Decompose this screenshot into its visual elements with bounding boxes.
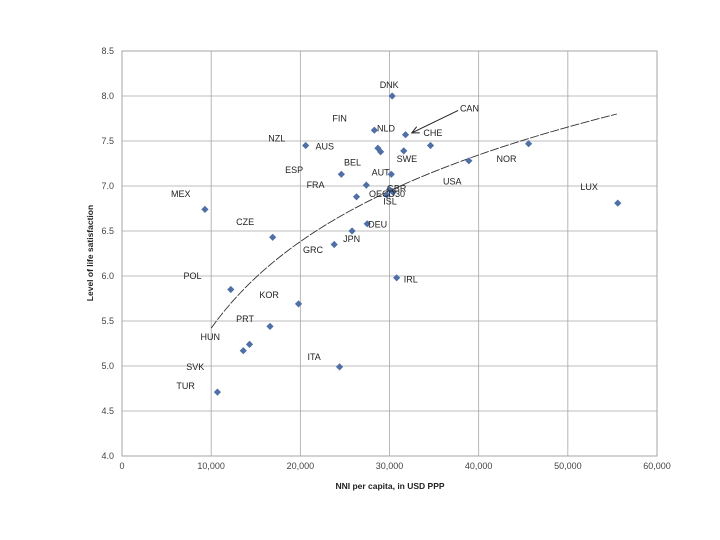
point-label-che: CHE <box>423 128 442 138</box>
point-bel <box>337 170 345 178</box>
point-tur <box>213 388 222 396</box>
y-axis-title: Level of life satisfaction <box>85 205 95 301</box>
point-label-fin: FIN <box>332 114 347 124</box>
point-mex <box>201 205 209 213</box>
point-lux <box>614 199 622 207</box>
point-label-prt: PRT <box>236 314 254 324</box>
point-label-grc: GRC <box>303 245 324 255</box>
x-tick-label: 30,000 <box>376 461 404 471</box>
point-label-nzl: NZL <box>268 133 285 143</box>
x-tick-label: 0 <box>119 461 124 471</box>
point-labels: DNK CAN FIN NLD CHE NZL AUS SWE NOR BEL ESP AUT USA F… <box>171 80 598 391</box>
point-label-ita: ITA <box>307 352 320 362</box>
point-fra <box>352 193 361 201</box>
point-label-nld: NLD <box>377 123 396 133</box>
point-jpn <box>348 227 356 235</box>
point-label-isl: ISL <box>383 196 397 206</box>
point-can <box>401 131 410 139</box>
y-axis-tick-labels: 4.0 4.5 5.0 5.5 6.0 6.5 7.0 7.5 8.0 8.5 <box>101 46 114 461</box>
point-esp <box>362 181 370 189</box>
point-label-jpn: JPN <box>343 234 360 244</box>
point-label-deu: DEU <box>368 220 387 230</box>
point-label-bel: BEL <box>344 158 361 168</box>
y-tick-label: 5.0 <box>101 361 114 371</box>
point-hun <box>245 340 254 348</box>
point-fin <box>370 126 378 134</box>
point-label-can: CAN <box>460 104 479 114</box>
trendline <box>210 113 617 329</box>
point-irl <box>393 274 401 282</box>
point-nzl <box>302 141 310 150</box>
x-tick-label: 40,000 <box>465 461 493 471</box>
point-usa <box>465 157 473 165</box>
point-label-usa: USA <box>443 177 462 187</box>
y-tick-label: 4.5 <box>101 406 114 416</box>
y-tick-label: 6.5 <box>101 226 114 236</box>
point-ita <box>335 363 344 371</box>
point-kor <box>294 300 303 308</box>
point-label-swe: SWE <box>397 154 418 164</box>
point-label-lux: LUX <box>580 182 598 192</box>
point-label-fra: FRA <box>307 180 325 190</box>
point-aus <box>376 148 385 156</box>
point-label-oecd30: OECD30 <box>369 189 405 199</box>
y-tick-label: 6.0 <box>101 271 114 281</box>
point-label-kor: KOR <box>259 290 279 300</box>
point-label-cze: CZE <box>236 217 254 227</box>
x-tick-label: 10,000 <box>197 461 225 471</box>
point-label-pol: POL <box>184 271 202 281</box>
point-label-irl: IRL <box>404 275 418 285</box>
point-label-aut: AUT <box>372 168 391 178</box>
point-label-gbr: GBR <box>387 184 407 194</box>
point-label-mex: MEX <box>171 189 191 199</box>
y-tick-label: 7.0 <box>101 181 114 191</box>
point-oecd30 <box>383 191 391 199</box>
y-tick-label: 7.5 <box>101 136 114 146</box>
point-label-svk: SVK <box>186 362 204 372</box>
point-grc <box>330 240 338 249</box>
x-axis-title: NNI per capita, in USD PPP <box>335 481 444 491</box>
point-label-nor: NOR <box>497 154 518 164</box>
y-tick-label: 5.5 <box>101 316 114 326</box>
point-svk <box>239 347 247 355</box>
point-label-hun: HUN <box>200 332 220 342</box>
x-tick-label: 50,000 <box>554 461 582 471</box>
point-nor <box>525 140 533 148</box>
point-cze <box>269 233 277 241</box>
y-tick-label: 4.0 <box>101 451 114 461</box>
data-points <box>201 92 622 396</box>
point-prt <box>266 322 274 330</box>
annotation-arrow <box>411 109 459 134</box>
vertical-gridlines <box>121 51 658 456</box>
x-tick-label: 60,000 <box>643 461 671 471</box>
y-tick-label: 8.5 <box>101 46 114 56</box>
point-label-aus: AUS <box>315 141 334 151</box>
point-isl <box>389 188 397 196</box>
point-label-esp: ESP <box>285 165 303 175</box>
point-dnk <box>388 92 396 100</box>
y-tick-label: 8.0 <box>101 91 114 101</box>
point-label-tur: TUR <box>176 381 195 391</box>
x-tick-label: 20,000 <box>287 461 315 471</box>
point-pol <box>227 285 235 294</box>
x-axis-tick-labels: 0 10,000 20,000 30,000 40,000 50,000 60,000 <box>119 461 670 471</box>
point-swe <box>400 147 408 155</box>
point-label-dnk: DNK <box>380 80 399 90</box>
point-che <box>426 141 435 150</box>
point-deu <box>363 220 371 228</box>
annotation-arrow-head <box>410 126 420 134</box>
point-aut <box>387 170 395 178</box>
